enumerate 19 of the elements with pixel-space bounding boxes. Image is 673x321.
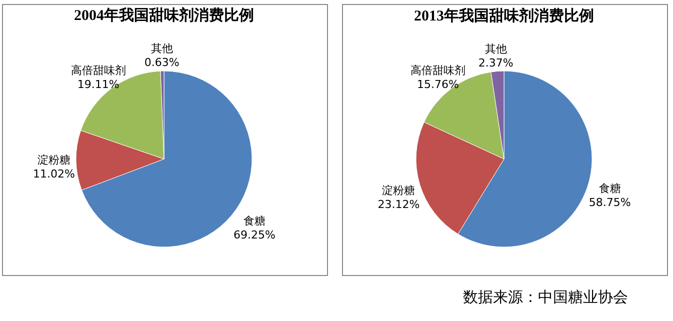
data-label: 15.76% (416, 78, 459, 92)
chart-title: 2013年我国甜味剂消费比例 (414, 6, 594, 24)
slice-label: 食糖 (244, 214, 266, 228)
chart-title: 2004年我国甜味剂消费比例 (74, 6, 254, 24)
data-label: 11.02% (33, 168, 75, 181)
slice-label: 高倍甜味剂 (70, 64, 126, 77)
data-label: 58.75% (588, 196, 631, 209)
slice-label: 淀粉糖 (38, 154, 71, 167)
data-label: 23.12% (378, 198, 420, 211)
data-label: 69.25% (234, 228, 276, 242)
data-label: 2.37% (478, 56, 514, 70)
slice-label: 其他 (484, 42, 507, 56)
slice-label: 食糖 (598, 182, 621, 195)
source-note: 数据来源：中国糖业协会 (463, 288, 628, 307)
slice-label: 其他 (150, 42, 173, 56)
data-label: 0.63% (144, 56, 180, 70)
slice-label: 高倍甜味剂 (410, 64, 466, 78)
data-label: 19.11% (77, 78, 120, 91)
slice-label: 淀粉糖 (382, 184, 416, 197)
